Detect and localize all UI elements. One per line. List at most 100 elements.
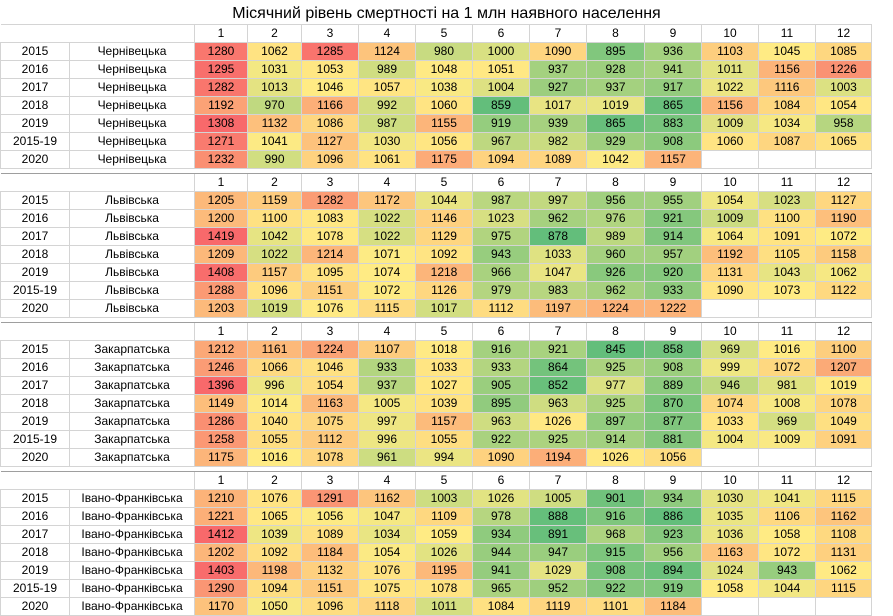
month-header-cell[interactable]: 1: [194, 24, 248, 43]
value-cell[interactable]: 1072: [815, 227, 872, 246]
value-cell[interactable]: 1290: [194, 579, 248, 598]
region-cell[interactable]: Львівська: [69, 191, 195, 210]
value-cell[interactable]: 1132: [247, 114, 302, 133]
value-cell[interactable]: 1166: [301, 96, 359, 115]
value-cell[interactable]: 1212: [194, 340, 248, 359]
value-cell[interactable]: 1205: [194, 191, 248, 210]
value-cell[interactable]: 889: [644, 376, 702, 395]
year-cell[interactable]: 2017: [0, 78, 70, 97]
year-cell[interactable]: 2015: [0, 42, 70, 61]
value-cell[interactable]: 1224: [301, 340, 359, 359]
value-cell[interactable]: 1127: [815, 191, 872, 210]
value-cell[interactable]: 1192: [701, 245, 759, 264]
value-cell[interactable]: 1027: [415, 376, 473, 395]
year-cell[interactable]: 2016: [0, 60, 70, 79]
value-cell[interactable]: 1286: [194, 412, 248, 431]
value-cell[interactable]: 927: [529, 78, 587, 97]
region-cell[interactable]: Львівська: [69, 281, 195, 300]
value-cell[interactable]: 956: [644, 543, 702, 562]
value-cell[interactable]: 922: [472, 430, 530, 449]
value-cell[interactable]: 1089: [529, 150, 587, 169]
month-header-cell[interactable]: 7: [529, 471, 587, 490]
value-cell[interactable]: 1408: [194, 263, 248, 282]
region-cell[interactable]: Івано-Франківська: [69, 597, 195, 616]
value-cell[interactable]: 941: [472, 561, 530, 580]
month-header-cell[interactable]: 2: [247, 322, 302, 341]
value-cell[interactable]: 977: [586, 376, 645, 395]
month-header-cell[interactable]: 4: [358, 173, 416, 192]
value-cell[interactable]: 1065: [247, 507, 302, 526]
value-cell[interactable]: 1040: [247, 412, 302, 431]
month-header-cell[interactable]: 3: [301, 24, 359, 43]
value-cell[interactable]: 968: [586, 525, 645, 544]
empty-cell[interactable]: [758, 597, 816, 616]
value-cell[interactable]: 1089: [301, 525, 359, 544]
value-cell[interactable]: 1024: [701, 561, 759, 580]
value-cell[interactable]: 961: [358, 448, 416, 467]
value-cell[interactable]: 1419: [194, 227, 248, 246]
value-cell[interactable]: 1065: [815, 132, 872, 151]
value-cell[interactable]: 1084: [758, 96, 816, 115]
value-cell[interactable]: 888: [529, 507, 587, 526]
value-cell[interactable]: 1157: [415, 412, 473, 431]
region-cell[interactable]: Закарпатська: [69, 394, 195, 413]
value-cell[interactable]: 1056: [644, 448, 702, 467]
value-cell[interactable]: 1209: [194, 245, 248, 264]
value-cell[interactable]: 1280: [194, 42, 248, 61]
value-cell[interactable]: 895: [586, 42, 645, 61]
value-cell[interactable]: 1074: [358, 263, 416, 282]
value-cell[interactable]: 1026: [529, 412, 587, 431]
value-cell[interactable]: 925: [586, 394, 645, 413]
value-cell[interactable]: 1288: [194, 281, 248, 300]
value-cell[interactable]: 1246: [194, 358, 248, 377]
empty-cell[interactable]: [758, 150, 816, 169]
month-header-cell[interactable]: 1: [194, 173, 248, 192]
value-cell[interactable]: 1044: [758, 579, 816, 598]
value-cell[interactable]: 1107: [358, 340, 416, 359]
value-cell[interactable]: 883: [644, 114, 702, 133]
value-cell[interactable]: 1000: [472, 42, 530, 61]
empty-cell[interactable]: [815, 597, 872, 616]
value-cell[interactable]: 1061: [358, 150, 416, 169]
value-cell[interactable]: 1091: [758, 227, 816, 246]
value-cell[interactable]: 1156: [758, 60, 816, 79]
year-cell[interactable]: 2017: [0, 227, 70, 246]
value-cell[interactable]: 1060: [701, 132, 759, 151]
value-cell[interactable]: 989: [586, 227, 645, 246]
month-header-cell[interactable]: 11: [758, 24, 816, 43]
value-cell[interactable]: 1017: [415, 299, 473, 318]
value-cell[interactable]: 1100: [247, 209, 302, 228]
value-cell[interactable]: 1115: [815, 489, 872, 508]
value-cell[interactable]: 1159: [247, 191, 302, 210]
value-cell[interactable]: 1131: [815, 543, 872, 562]
month-header-cell[interactable]: 1: [194, 471, 248, 490]
value-cell[interactable]: 920: [644, 263, 702, 282]
value-cell[interactable]: 1076: [301, 299, 359, 318]
empty-cell[interactable]: [815, 150, 872, 169]
value-cell[interactable]: 937: [529, 60, 587, 79]
empty-cell[interactable]: [815, 299, 872, 318]
empty-cell[interactable]: [701, 150, 759, 169]
region-cell[interactable]: Івано-Франківська: [69, 543, 195, 562]
value-cell[interactable]: 870: [644, 394, 702, 413]
value-cell[interactable]: 1039: [415, 394, 473, 413]
month-header-cell[interactable]: 11: [758, 322, 816, 341]
value-cell[interactable]: 1157: [644, 150, 702, 169]
value-cell[interactable]: 1026: [586, 448, 645, 467]
value-cell[interactable]: 1103: [701, 42, 759, 61]
empty-cell[interactable]: [815, 448, 872, 467]
value-cell[interactable]: 975: [472, 227, 530, 246]
value-cell[interactable]: 908: [644, 358, 702, 377]
month-header-cell[interactable]: 10: [701, 471, 759, 490]
value-cell[interactable]: 987: [472, 191, 530, 210]
value-cell[interactable]: 1198: [247, 561, 302, 580]
value-cell[interactable]: 1172: [358, 191, 416, 210]
month-header-cell[interactable]: 7: [529, 322, 587, 341]
value-cell[interactable]: 967: [472, 132, 530, 151]
value-cell[interactable]: 1126: [415, 281, 473, 300]
value-cell[interactable]: 859: [472, 96, 530, 115]
value-cell[interactable]: 1009: [758, 430, 816, 449]
value-cell[interactable]: 946: [701, 376, 759, 395]
value-cell[interactable]: 1018: [415, 340, 473, 359]
month-header-cell[interactable]: 6: [472, 24, 530, 43]
